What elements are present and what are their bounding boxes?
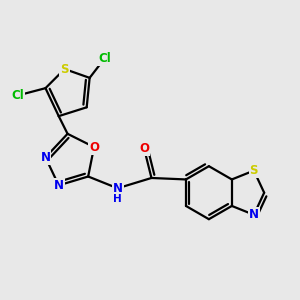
Text: N: N	[54, 179, 64, 192]
Text: S: S	[60, 62, 69, 76]
Text: O: O	[89, 141, 99, 154]
Text: Cl: Cl	[98, 52, 111, 65]
Text: O: O	[139, 142, 149, 155]
Text: Cl: Cl	[11, 89, 24, 102]
Text: N: N	[249, 208, 259, 221]
Text: S: S	[250, 164, 258, 177]
Text: H: H	[113, 194, 122, 205]
Text: N: N	[40, 151, 50, 164]
Text: N: N	[112, 182, 123, 195]
